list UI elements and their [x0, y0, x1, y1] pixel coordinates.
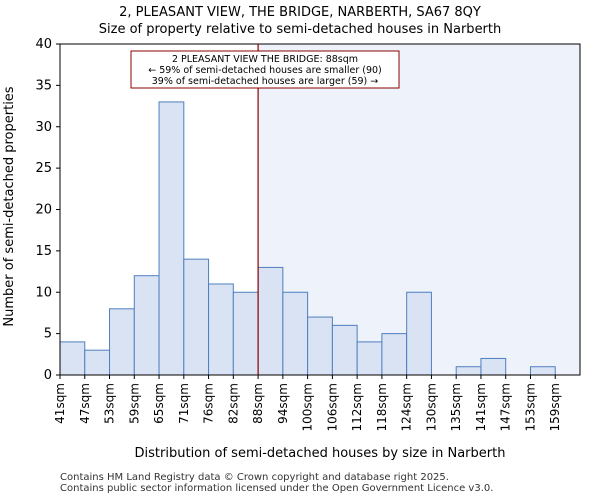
- bar-118sqm: [381, 333, 408, 376]
- x-tick-label: 141sqm: [474, 383, 488, 431]
- x-axis-label: Distribution of semi-detached houses by …: [135, 446, 506, 461]
- bar-65sqm: [158, 101, 185, 376]
- chart-subtitle: Size of property relative to semi-detach…: [98, 22, 502, 37]
- bar-141sqm: [480, 357, 507, 376]
- bar-94sqm: [282, 291, 309, 376]
- bar-106sqm: [331, 324, 358, 376]
- y-tick-label: 40: [35, 37, 52, 52]
- x-tick-label: 47sqm: [78, 383, 92, 424]
- x-tick-label: 130sqm: [424, 383, 438, 431]
- x-tick-label: 41sqm: [53, 383, 67, 424]
- x-tick-label: 76sqm: [202, 383, 216, 424]
- y-tick-label: 25: [35, 161, 52, 176]
- bar-76sqm: [208, 283, 234, 376]
- y-tick-label: 0: [44, 368, 52, 383]
- annotation-line: 2 PLEASANT VIEW THE BRIDGE: 88sqm: [172, 54, 358, 65]
- x-tick-label: 100sqm: [301, 383, 315, 431]
- annotation-line: ← 59% of semi-detached houses are smalle…: [148, 65, 382, 76]
- y-tick-label: 15: [35, 244, 52, 259]
- bar-135sqm: [455, 366, 482, 376]
- x-tick-label: 53sqm: [103, 383, 117, 424]
- x-tick-label: 124sqm: [400, 383, 414, 431]
- y-tick-label: 5: [44, 327, 52, 342]
- y-tick-label: 35: [35, 78, 52, 93]
- footer-line-2: Contains public sector information licen…: [60, 483, 494, 494]
- bar-53sqm: [109, 308, 135, 376]
- bar-41sqm: [59, 341, 86, 376]
- x-tick-label: 118sqm: [375, 383, 389, 431]
- y-tick-label: 20: [35, 203, 52, 218]
- x-tick-label: 147sqm: [499, 383, 513, 431]
- x-tick-label: 159sqm: [548, 383, 562, 431]
- x-tick-label: 82sqm: [226, 383, 240, 424]
- y-tick-label: 10: [35, 285, 52, 300]
- chart-title: 2, PLEASANT VIEW, THE BRIDGE, NARBERTH, …: [119, 5, 481, 20]
- x-tick-label: 135sqm: [449, 383, 463, 431]
- footer-line-1: Contains HM Land Registry data © Crown c…: [60, 472, 449, 483]
- x-tick-label: 59sqm: [127, 383, 141, 424]
- x-tick-label: 94sqm: [276, 383, 290, 424]
- x-tick-label: 71sqm: [177, 383, 191, 424]
- bar-82sqm: [232, 291, 259, 376]
- bar-71sqm: [183, 258, 210, 376]
- bar-124sqm: [406, 291, 432, 376]
- annotation-line: 39% of semi-detached houses are larger (…: [152, 76, 379, 87]
- x-tick-label: 112sqm: [350, 383, 364, 431]
- bar-153sqm: [529, 366, 556, 376]
- x-tick-label: 153sqm: [523, 383, 537, 431]
- x-tick-label: 88sqm: [251, 383, 265, 424]
- x-tick-label: 106sqm: [325, 383, 339, 431]
- bar-88sqm: [257, 266, 284, 376]
- bar-47sqm: [84, 349, 111, 376]
- annotation-box: [130, 50, 400, 89]
- bar-100sqm: [307, 316, 333, 376]
- x-tick-label: 65sqm: [152, 383, 166, 424]
- y-tick-label: 30: [35, 120, 52, 135]
- histogram-chart: 0 5 10 15 20 25 30 35 40 41sqm 47sqm 53sqm 59sqm 65sq…: [2, 37, 581, 461]
- y-axis-label: Number of semi-detached properties: [2, 86, 17, 326]
- bar-59sqm: [133, 275, 160, 376]
- bar-112sqm: [356, 341, 383, 376]
